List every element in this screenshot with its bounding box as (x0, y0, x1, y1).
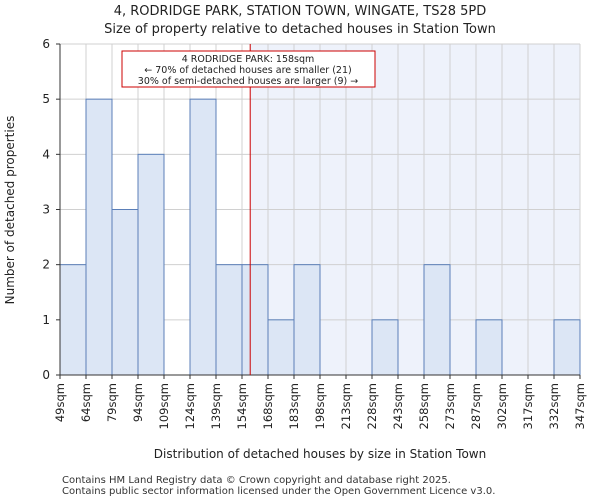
bar-3 (137, 153, 165, 376)
y-axis-label: Number of detached properties (3, 116, 17, 305)
x-tick-label-15: 273sqm (443, 383, 457, 429)
x-axis-label: Distribution of detached houses by size … (154, 447, 486, 461)
y-tick-label-1: 1 (42, 313, 50, 327)
y-tick-label-3: 3 (42, 203, 50, 217)
y-tick-label-6: 6 (42, 37, 50, 51)
bar-7 (241, 264, 269, 376)
annotation-box (121, 50, 376, 88)
x-tick-label-1: 64sqm (79, 383, 93, 422)
x-tick-label-20: 347sqm (573, 383, 587, 429)
bar-1 (85, 98, 113, 376)
histogram-chart: 0 1 2 3 4 5 6 49sqm 64sqm 79sqm 94sqm 109sqm 124sqm 1… (3, 37, 587, 461)
bar-2 (111, 209, 139, 376)
x-tick-label-9: 183sqm (287, 383, 301, 429)
bar-0 (59, 264, 87, 376)
x-tick-label-5: 124sqm (183, 383, 197, 429)
bar-12 (371, 319, 399, 376)
x-tick-label-8: 168sqm (261, 383, 275, 429)
bar-9 (293, 264, 321, 376)
x-tick-label-6: 139sqm (209, 383, 223, 429)
bar-14 (423, 264, 451, 376)
y-tick-label-2: 2 (42, 258, 50, 272)
x-tick-label-0: 49sqm (53, 383, 67, 422)
x-tick-label-16: 287sqm (469, 383, 483, 429)
annotation-line-3: 30% of semi-detached houses are larger (… (138, 76, 358, 87)
y-tick-label-0: 0 (42, 368, 50, 382)
x-tick-label-11: 213sqm (339, 383, 353, 429)
chart-subtitle: Size of property relative to detached ho… (104, 22, 496, 37)
bar-16 (475, 319, 503, 376)
x-tick-label-19: 332sqm (547, 383, 561, 429)
footer-copyright: Contains HM Land Registry data © Crown c… (62, 475, 451, 486)
annotation-line-1: 4 RODRIDGE PARK: 158sqm (182, 54, 315, 65)
y-tick-label-5: 5 (42, 92, 50, 106)
x-tick-label-3: 94sqm (131, 383, 145, 422)
x-tick-label-12: 228sqm (365, 383, 379, 429)
x-tick-label-17: 302sqm (495, 383, 509, 429)
bar-5 (189, 98, 217, 376)
bar-8 (267, 319, 295, 376)
x-tick-label-14: 258sqm (417, 383, 431, 429)
x-tick-label-13: 243sqm (391, 383, 405, 429)
x-tick-label-10: 198sqm (313, 383, 327, 429)
chart-title: 4, RODRIDGE PARK, STATION TOWN, WINGATE,… (113, 4, 487, 19)
x-tick-label-7: 154sqm (235, 383, 249, 429)
x-tick-label-18: 317sqm (521, 383, 535, 429)
x-tick-label-2: 79sqm (105, 383, 119, 422)
y-tick-label-4: 4 (42, 147, 50, 161)
annotation-line-2: ← 70% of detached houses are smaller (21… (144, 65, 351, 76)
x-tick-label-4: 109sqm (157, 383, 171, 429)
bar-6 (215, 264, 243, 376)
footer-licence: Contains public sector information licen… (62, 486, 496, 497)
bar-19 (553, 319, 581, 376)
